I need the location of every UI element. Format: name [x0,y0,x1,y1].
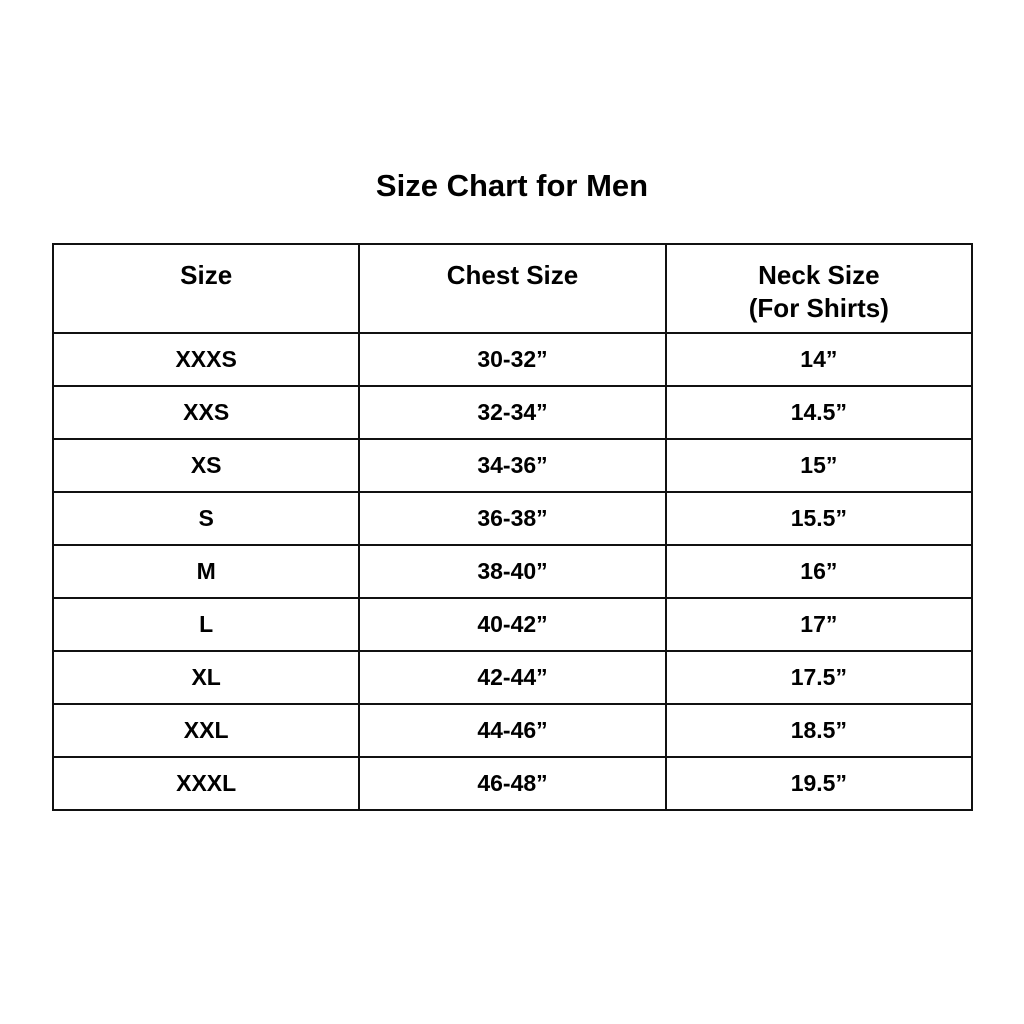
size-cell: XXXL [51,756,361,811]
table-row: XXXL 46-48” 19.5” [51,756,974,811]
table-row: XXL 44-46” 18.5” [51,703,974,758]
table-row: L 40-42” 17” [51,597,974,652]
chest-size-cell: 34-36” [358,438,667,493]
neck-size-cell: 17” [664,597,974,652]
table-row: XL 42-44” 17.5” [51,650,974,705]
chest-size-cell: 30-32” [358,332,667,387]
size-cell: S [51,491,361,546]
neck-size-cell: 17.5” [664,650,974,705]
table-row: S 36-38” 15.5” [51,491,974,546]
header-neck-size-note: (For Shirts) [748,293,889,323]
chest-size-cell: 32-34” [358,385,667,440]
table-row: M 38-40” 16” [51,544,974,599]
chest-size-cell: 36-38” [358,491,667,546]
neck-size-cell: 19.5” [664,756,974,811]
size-cell: XXL [51,703,361,758]
table-row: XXXS 30-32” 14” [51,332,974,387]
header-size: Size [51,243,361,334]
chest-size-cell: 46-48” [358,756,667,811]
size-cell: L [51,597,361,652]
size-cell: XS [51,438,361,493]
neck-size-cell: 15” [664,438,974,493]
header-row: Size Chest Size Neck Size (For Shirts) [51,243,974,334]
table-row: XXS 32-34” 14.5” [51,385,974,440]
chest-size-cell: 44-46” [358,703,667,758]
neck-size-cell: 15.5” [664,491,974,546]
chest-size-cell: 38-40” [358,544,667,599]
page-title: Size Chart for Men [375,168,649,203]
chest-size-cell: 42-44” [358,650,667,705]
size-chart-table: Size Chest Size Neck Size (For Shirts) XX… [51,243,974,811]
neck-size-cell: 14.5” [664,385,974,440]
size-cell: XXXS [51,332,361,387]
chest-size-cell: 40-42” [358,597,667,652]
header-neck-size-label: Neck Size [758,260,880,290]
neck-size-cell: 14” [664,332,974,387]
neck-size-cell: 18.5” [664,703,974,758]
header-neck-size: Neck Size (For Shirts) [664,243,974,334]
size-cell: XXS [51,385,361,440]
header-chest-size: Chest Size [358,243,667,334]
size-cell: XL [51,650,361,705]
neck-size-cell: 16” [664,544,974,599]
size-cell: M [51,544,361,599]
table-row: XS 34-36” 15” [51,438,974,493]
